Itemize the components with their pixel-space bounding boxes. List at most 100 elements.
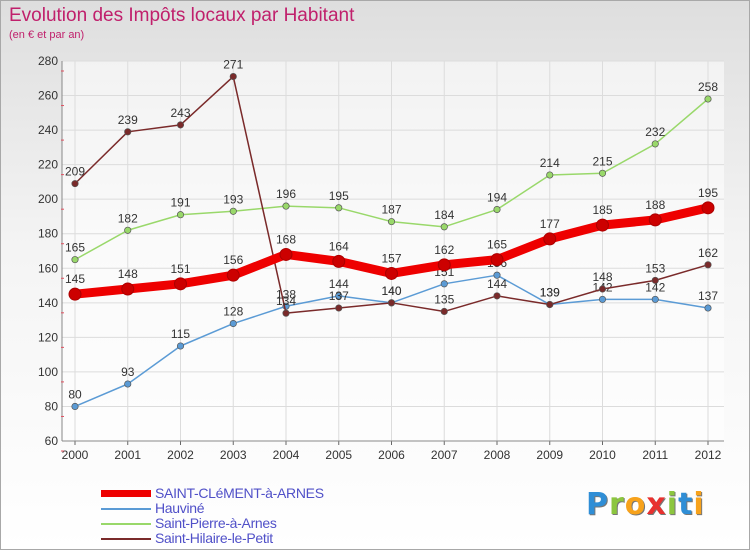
- legend-swatch-hauvine: [101, 508, 151, 510]
- y-tick-label: 260: [38, 89, 58, 103]
- y-tick-label: 280: [38, 54, 58, 68]
- data-label-saint-hilaire-le-petit: 137: [329, 289, 349, 303]
- data-point-hauvin-: [598, 295, 607, 303]
- data-point-hauvin-: [124, 380, 132, 388]
- data-point-saint-cl-ment-arnes: [279, 247, 293, 261]
- data-label-saint-hilaire-le-petit: 139: [540, 286, 560, 300]
- legend-item-saint-pierre: Saint-Pierre-à-Arnes: [101, 516, 401, 531]
- data-point-saint-pierre-arnes: [335, 204, 343, 212]
- data-label-saint-hilaire-le-petit: 243: [170, 106, 190, 120]
- data-point-saint-pierre-arnes: [493, 205, 501, 214]
- data-label-saint-pierre-arnes: 182: [118, 211, 138, 225]
- data-point-saint-pierre-arnes: [387, 218, 396, 226]
- data-label-saint-pierre-arnes: 214: [540, 156, 560, 170]
- data-point-saint-cl-ment-arnes: [648, 213, 662, 227]
- legend-label-saint-hilaire: Saint-Hilaire-le-Petit: [155, 530, 273, 546]
- data-label-saint-cl-ment-arnes: 185: [592, 203, 612, 217]
- x-tick-label: 2004: [273, 448, 300, 462]
- data-point-saint-hilaire-le-petit: [546, 300, 554, 309]
- data-label-saint-cl-ment-arnes: 156: [223, 253, 243, 267]
- x-tick-label: 2006: [378, 448, 405, 462]
- y-tick-label: 100: [38, 365, 58, 379]
- data-label-saint-cl-ment-arnes: 164: [329, 239, 349, 253]
- data-label-saint-pierre-arnes: 195: [329, 189, 349, 203]
- data-label-saint-hilaire-le-petit: 162: [698, 246, 718, 260]
- logo-letter: i: [693, 487, 705, 522]
- x-tick-label: 2005: [325, 448, 352, 462]
- y-tick-label: 80: [45, 399, 59, 413]
- legend-label-saint-pierre: Saint-Pierre-à-Arnes: [155, 515, 277, 531]
- data-point-saint-cl-ment-arnes: [490, 253, 504, 267]
- legend-swatch-saint-hilaire: [101, 538, 151, 540]
- data-point-saint-hilaire-le-petit: [598, 285, 607, 293]
- data-point-saint-pierre-arnes: [124, 226, 132, 234]
- data-point-saint-hilaire-le-petit: [387, 299, 396, 307]
- x-tick-label: 2002: [167, 448, 194, 462]
- legend-item-hauvine: Hauviné: [101, 501, 401, 516]
- data-point-hauvin-: [71, 402, 79, 411]
- data-point-hauvin-: [651, 295, 659, 303]
- y-tick-label: 60: [45, 434, 59, 448]
- data-point-saint-hilaire-le-petit: [493, 292, 501, 300]
- legend-label-hauvine: Hauviné: [155, 500, 205, 516]
- data-point-saint-cl-ment-arnes: [701, 201, 715, 215]
- data-label-saint-cl-ment-arnes: 151: [170, 262, 190, 276]
- logo-letter: t: [678, 487, 694, 522]
- data-point-saint-cl-ment-arnes: [437, 258, 451, 272]
- x-tick-label: 2012: [695, 448, 722, 462]
- y-tick-label: 140: [38, 296, 58, 310]
- data-label-saint-pierre-arnes: 215: [592, 154, 612, 168]
- data-point-hauvin-: [335, 292, 343, 300]
- data-label-hauvin-: 115: [171, 327, 190, 341]
- y-tick-label: 200: [38, 192, 58, 206]
- data-label-saint-hilaire-le-petit: 148: [592, 270, 612, 284]
- data-label-hauvin-: 140: [381, 284, 401, 298]
- plot-area: [62, 61, 724, 441]
- x-tick-label: 2001: [114, 448, 141, 462]
- y-tick-label: 160: [38, 261, 58, 275]
- y-tick-label: 240: [38, 123, 58, 137]
- legend-item-saint-hilaire: Saint-Hilaire-le-Petit: [101, 531, 401, 546]
- data-label-hauvin-: 144: [329, 277, 349, 291]
- y-tick-label: 180: [38, 227, 58, 241]
- x-tick-label: 2008: [484, 448, 511, 462]
- data-label-hauvin-: 142: [645, 280, 665, 294]
- x-tick-label: 2000: [62, 448, 89, 462]
- data-point-saint-pierre-arnes: [440, 223, 448, 231]
- data-point-saint-cl-ment-arnes: [385, 266, 398, 280]
- data-point-saint-hilaire-le-petit: [440, 307, 448, 316]
- data-point-saint-hilaire-le-petit: [282, 309, 290, 317]
- legend-item-saint-clement: SAINT-CLéMENT-à-ARNES: [101, 486, 401, 501]
- data-label-saint-hilaire-le-petit: 271: [223, 58, 243, 72]
- data-label-saint-hilaire-le-petit: 135: [434, 292, 454, 306]
- legend: SAINT-CLéMENT-à-ARNES Hauviné Saint-Pier…: [101, 486, 401, 546]
- data-point-hauvin-: [229, 319, 237, 328]
- data-point-hauvin-: [440, 280, 448, 288]
- data-label-saint-cl-ment-arnes: 188: [645, 198, 665, 212]
- data-label-saint-hilaire-le-petit: 144: [487, 277, 507, 291]
- chart-title: Evolution des Impôts locaux par Habitant: [9, 5, 355, 26]
- data-label-saint-cl-ment-arnes: 168: [276, 232, 296, 246]
- legend-swatch-saint-pierre: [101, 523, 151, 525]
- data-label-hauvin-: 139: [540, 286, 560, 300]
- data-point-saint-cl-ment-arnes: [596, 218, 609, 232]
- logo-letter: x: [646, 487, 667, 522]
- data-label-hauvin-: 80: [68, 387, 82, 401]
- data-point-saint-hilaire-le-petit: [124, 128, 132, 136]
- data-point-saint-pierre-arnes: [546, 171, 554, 179]
- data-point-saint-pierre-arnes: [598, 169, 607, 177]
- x-tick-label: 2010: [589, 448, 616, 462]
- logo-letter: o: [624, 487, 647, 522]
- legend-swatch-saint-clement: [101, 490, 151, 497]
- data-point-saint-cl-ment-arnes: [121, 282, 135, 296]
- data-label-hauvin-: 93: [121, 365, 135, 379]
- legend-label-saint-clement: SAINT-CLéMENT-à-ARNES: [155, 485, 324, 501]
- data-point-saint-pierre-arnes: [176, 211, 185, 219]
- data-point-saint-pierre-arnes: [704, 95, 712, 103]
- data-label-saint-cl-ment-arnes: 162: [434, 243, 454, 257]
- data-label-saint-pierre-arnes: 165: [65, 241, 85, 255]
- data-point-saint-pierre-arnes: [229, 207, 237, 215]
- logo-letter: i: [666, 487, 679, 522]
- data-label-saint-cl-ment-arnes: 165: [487, 238, 507, 252]
